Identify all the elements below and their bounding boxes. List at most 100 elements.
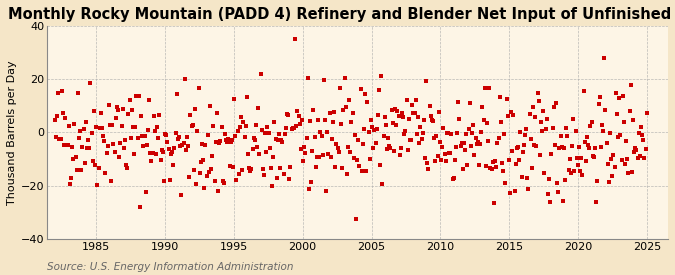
Point (65, 176, 76, 181)
Point (389, 149, 400, 153)
Point (196, 142, 207, 147)
Point (409, 111, 420, 115)
Point (639, 156, 650, 160)
Point (265, 166, 276, 170)
Point (558, 199, 568, 203)
Point (304, 187, 315, 191)
Point (56, 89, 67, 93)
Point (72, 91, 83, 95)
Point (551, 181, 562, 186)
Point (315, 130, 326, 134)
Point (82, 146, 92, 151)
Point (383, 136, 394, 140)
Point (592, 179, 603, 183)
Point (416, 137, 427, 141)
Point (93, 166, 104, 170)
Point (408, 110, 419, 115)
Point (577, 173, 588, 177)
Point (391, 123, 402, 127)
Point (455, 144, 466, 148)
Point (63, 124, 74, 128)
Point (384, 144, 395, 148)
Point (271, 176, 282, 180)
Point (319, 78, 329, 82)
Point (137, 134, 148, 138)
Point (324, 111, 335, 116)
Point (526, 166, 537, 170)
Point (106, 178, 117, 183)
Point (540, 127, 551, 131)
Point (375, 163, 385, 167)
Point (95, 111, 106, 116)
Point (177, 143, 188, 147)
Point (183, 144, 194, 148)
Point (563, 168, 574, 172)
Point (535, 152, 545, 157)
Point (346, 120, 357, 124)
Point (445, 150, 456, 155)
Point (412, 132, 423, 137)
Point (304, 119, 315, 123)
Point (317, 152, 328, 157)
Point (188, 123, 198, 127)
Point (393, 114, 404, 119)
Point (268, 155, 279, 159)
Point (209, 178, 220, 183)
Point (515, 130, 526, 134)
Point (386, 108, 397, 112)
Point (443, 151, 454, 156)
Y-axis label: Thousand Barrels per Day: Thousand Barrels per Day (7, 60, 17, 205)
Point (292, 109, 303, 113)
Point (501, 97, 512, 101)
Point (139, 134, 150, 138)
Point (160, 132, 171, 136)
Point (240, 124, 251, 128)
Point (424, 104, 435, 108)
Point (576, 156, 587, 160)
Point (213, 189, 223, 193)
Point (616, 158, 627, 162)
Point (168, 162, 179, 167)
Point (520, 127, 531, 131)
Point (579, 140, 590, 144)
Point (378, 134, 389, 139)
Point (613, 135, 624, 140)
Point (90, 163, 101, 167)
Point (103, 103, 114, 108)
Point (331, 142, 342, 146)
Point (180, 77, 190, 82)
Point (54, 137, 65, 142)
Point (397, 111, 408, 116)
Point (202, 133, 213, 137)
Point (472, 140, 483, 144)
Point (313, 118, 323, 122)
Point (421, 78, 431, 83)
Point (255, 72, 266, 76)
Point (191, 182, 202, 186)
Point (589, 155, 599, 159)
Point (285, 165, 296, 170)
Point (329, 110, 340, 115)
Point (221, 138, 232, 142)
Point (620, 162, 630, 166)
Point (126, 108, 137, 112)
Point (165, 152, 176, 156)
Point (545, 199, 556, 204)
Point (122, 166, 133, 170)
Point (134, 94, 144, 98)
Point (180, 148, 191, 152)
Point (634, 154, 645, 159)
Point (502, 114, 513, 119)
Point (178, 141, 189, 145)
Point (309, 134, 320, 139)
Point (474, 163, 485, 167)
Point (461, 132, 472, 136)
Point (358, 127, 369, 131)
Point (574, 144, 585, 149)
Point (583, 143, 593, 147)
Point (618, 120, 629, 124)
Point (190, 107, 200, 111)
Point (483, 139, 493, 143)
Point (433, 110, 444, 114)
Point (211, 111, 222, 116)
